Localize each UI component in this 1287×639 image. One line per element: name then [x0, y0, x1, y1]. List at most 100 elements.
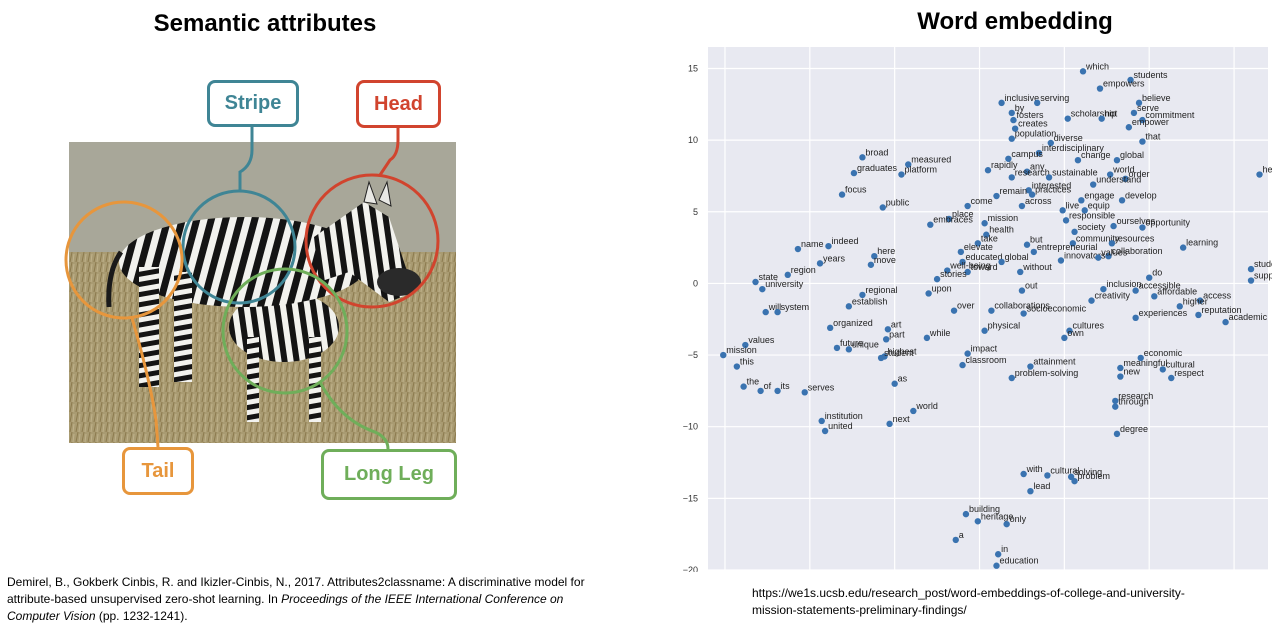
point-label: diverse — [1054, 133, 1083, 143]
point-label: world — [1112, 165, 1135, 175]
point-label: degree — [1120, 424, 1148, 434]
point-label: next — [893, 414, 911, 424]
data-point — [988, 307, 995, 314]
point-label: without — [1022, 262, 1052, 272]
data-point — [1135, 99, 1143, 107]
y-tick-label: 5 — [693, 207, 698, 217]
data-point — [1034, 99, 1041, 107]
point-label: move — [874, 255, 896, 265]
data-point — [1179, 244, 1187, 251]
data-point — [1023, 241, 1031, 248]
point-label: educated — [966, 252, 1003, 262]
point-label: upon — [932, 283, 952, 293]
point-label: empowers — [1103, 79, 1145, 89]
data-point — [974, 240, 982, 247]
point-label: not — [1105, 109, 1118, 119]
data-point — [833, 344, 841, 352]
point-label: inclusive — [1005, 93, 1040, 103]
zebra-photo — [69, 142, 456, 443]
point-label: state — [759, 272, 779, 282]
point-label: community — [1076, 233, 1120, 243]
data-point — [1071, 477, 1078, 485]
point-label: society — [1078, 222, 1107, 232]
data-point — [1027, 363, 1034, 370]
data-point — [1112, 403, 1119, 410]
point-label: experiences — [1139, 308, 1188, 318]
point-label: indeed — [831, 236, 858, 246]
data-point — [759, 285, 766, 293]
point-label: creativity — [1095, 291, 1131, 301]
data-point — [962, 510, 970, 518]
data-point — [1069, 240, 1077, 247]
data-point — [898, 171, 905, 178]
data-point — [1018, 287, 1026, 294]
point-label: united — [828, 421, 853, 431]
data-point — [1222, 318, 1229, 326]
point-label: problem-solving — [1015, 368, 1079, 378]
stripe-connector — [238, 127, 254, 191]
point-label: accessible — [1139, 281, 1181, 291]
point-label: graduates — [857, 163, 898, 173]
point-label: name — [801, 239, 824, 249]
data-point — [1044, 472, 1051, 479]
data-point — [1118, 197, 1126, 204]
point-label: well-being — [949, 261, 991, 271]
point-label: university — [765, 279, 804, 289]
point-label: reputation — [1201, 305, 1241, 315]
data-point — [957, 248, 965, 256]
data-point — [1132, 287, 1139, 294]
data-point — [1008, 135, 1015, 142]
data-point — [1078, 197, 1085, 204]
data-point — [882, 336, 890, 343]
y-tick-label: −10 — [683, 422, 698, 432]
point-label: research — [1015, 167, 1050, 177]
data-point — [959, 361, 966, 369]
data-point — [757, 387, 764, 395]
point-label: regional — [865, 285, 897, 295]
point-label: attainment — [1033, 357, 1076, 367]
point-label: ourselves — [1117, 216, 1156, 226]
point-label: research — [1118, 391, 1153, 401]
data-point — [905, 161, 912, 168]
data-point — [826, 324, 834, 332]
data-point — [1139, 224, 1146, 231]
head-label: Head — [356, 80, 441, 128]
data-point — [1011, 125, 1019, 132]
point-label: engage — [1084, 190, 1114, 200]
data-point — [1117, 364, 1124, 372]
data-point — [1017, 268, 1024, 276]
point-label: highest — [887, 347, 917, 357]
data-point — [801, 389, 808, 396]
data-point — [1159, 366, 1166, 373]
point-label: building — [969, 504, 1000, 514]
data-point — [1047, 139, 1054, 147]
data-point — [1003, 520, 1010, 528]
point-label: public — [886, 197, 910, 207]
point-label: impact — [971, 344, 998, 354]
data-point — [720, 351, 727, 359]
data-point — [742, 341, 749, 349]
point-label: out — [1025, 281, 1038, 291]
data-point — [998, 99, 1005, 107]
point-label: any — [1030, 162, 1045, 172]
data-point — [1045, 174, 1053, 181]
data-point — [1256, 171, 1263, 178]
citation-venue: Proceedings of the IEEE International Co… — [7, 592, 564, 623]
y-tick-label: −5 — [688, 350, 698, 360]
data-point — [944, 267, 951, 274]
data-point — [1112, 397, 1119, 405]
point-label: understand — [1096, 175, 1141, 185]
data-point — [871, 253, 878, 260]
point-label: cultural — [1050, 465, 1079, 475]
citation-pages: (pp. 1232-1241). — [95, 609, 188, 623]
point-label: empower — [1132, 117, 1169, 127]
point-label: take — [981, 233, 998, 243]
point-label: health — [989, 225, 1014, 235]
data-point — [825, 242, 832, 250]
point-label: across — [1025, 196, 1052, 206]
point-label: equip — [1088, 200, 1110, 210]
head-circle — [304, 173, 440, 309]
point-label: stories — [940, 269, 967, 279]
point-label: commitment — [1145, 110, 1195, 120]
data-point — [984, 167, 992, 174]
